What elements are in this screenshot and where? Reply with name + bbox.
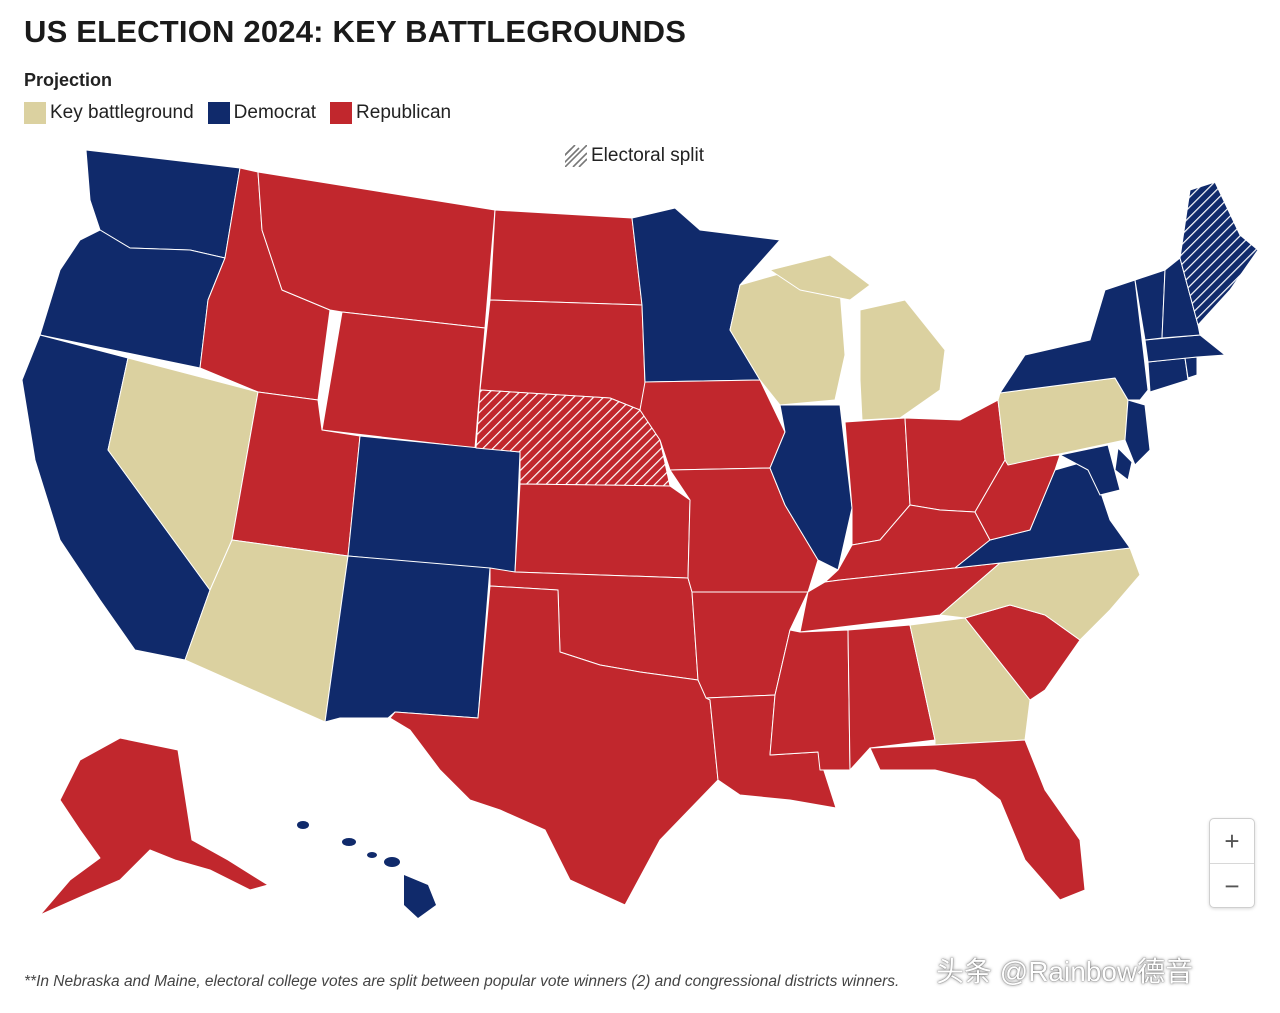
legend-label-electoral-split: Electoral split bbox=[591, 145, 704, 166]
footnote: **In Nebraska and Maine, electoral colle… bbox=[24, 973, 900, 990]
zoom-out-button[interactable]: − bbox=[1210, 863, 1254, 908]
legend-label-republican: Republican bbox=[356, 102, 452, 123]
legend-label-battleground: Key battleground bbox=[50, 102, 194, 123]
legend-label-democrat: Democrat bbox=[233, 102, 317, 123]
republican-swatch bbox=[330, 102, 353, 124]
state-maryland[interactable] bbox=[1059, 444, 1121, 496]
watermark: 头条 @Rainbow德音 bbox=[936, 956, 1194, 987]
state-delaware[interactable] bbox=[1114, 447, 1133, 481]
state-alaska[interactable] bbox=[39, 737, 269, 916]
state-connecticut[interactable] bbox=[1147, 357, 1189, 393]
legend-heading: Projection bbox=[24, 70, 113, 90]
zoom-in-button[interactable]: + bbox=[1224, 825, 1240, 856]
state-texas[interactable] bbox=[389, 585, 719, 906]
state-michigan-upper[interactable] bbox=[769, 254, 871, 301]
state-colorado[interactable] bbox=[347, 435, 521, 573]
state-michigan[interactable] bbox=[859, 299, 946, 421]
page-title: US ELECTION 2024: KEY BATTLEGROUNDS bbox=[24, 14, 687, 49]
state-new-hampshire[interactable] bbox=[1161, 257, 1201, 339]
state-hawaii[interactable] bbox=[297, 821, 436, 918]
legend-item-electoral-split: Electoral split bbox=[565, 145, 704, 167]
state-new-mexico[interactable] bbox=[324, 555, 491, 723]
state-new-jersey[interactable] bbox=[1124, 399, 1151, 466]
democrat-swatch bbox=[207, 102, 230, 124]
state-alabama[interactable] bbox=[847, 624, 936, 771]
hatch-icon bbox=[565, 145, 587, 167]
zoom-control: + − bbox=[1209, 818, 1255, 908]
state-new-york[interactable] bbox=[999, 279, 1149, 401]
state-north-carolina[interactable] bbox=[939, 547, 1141, 641]
state-arizona[interactable] bbox=[184, 539, 349, 723]
battleground-swatch bbox=[24, 102, 46, 124]
legend-item-democrat: Democrat bbox=[207, 102, 317, 124]
legend-item-republican: Republican bbox=[330, 102, 451, 124]
state-wyoming[interactable] bbox=[321, 311, 486, 449]
state-illinois[interactable] bbox=[769, 404, 853, 571]
state-florida[interactable] bbox=[869, 739, 1086, 901]
legend: Key battleground Democrat Republican bbox=[24, 102, 451, 124]
state-kansas[interactable] bbox=[514, 483, 691, 579]
legend-item-battleground: Key battleground bbox=[24, 102, 194, 124]
state-north-dakota[interactable] bbox=[489, 209, 643, 306]
state-montana[interactable] bbox=[257, 171, 496, 329]
state-maine[interactable] bbox=[1179, 181, 1259, 326]
